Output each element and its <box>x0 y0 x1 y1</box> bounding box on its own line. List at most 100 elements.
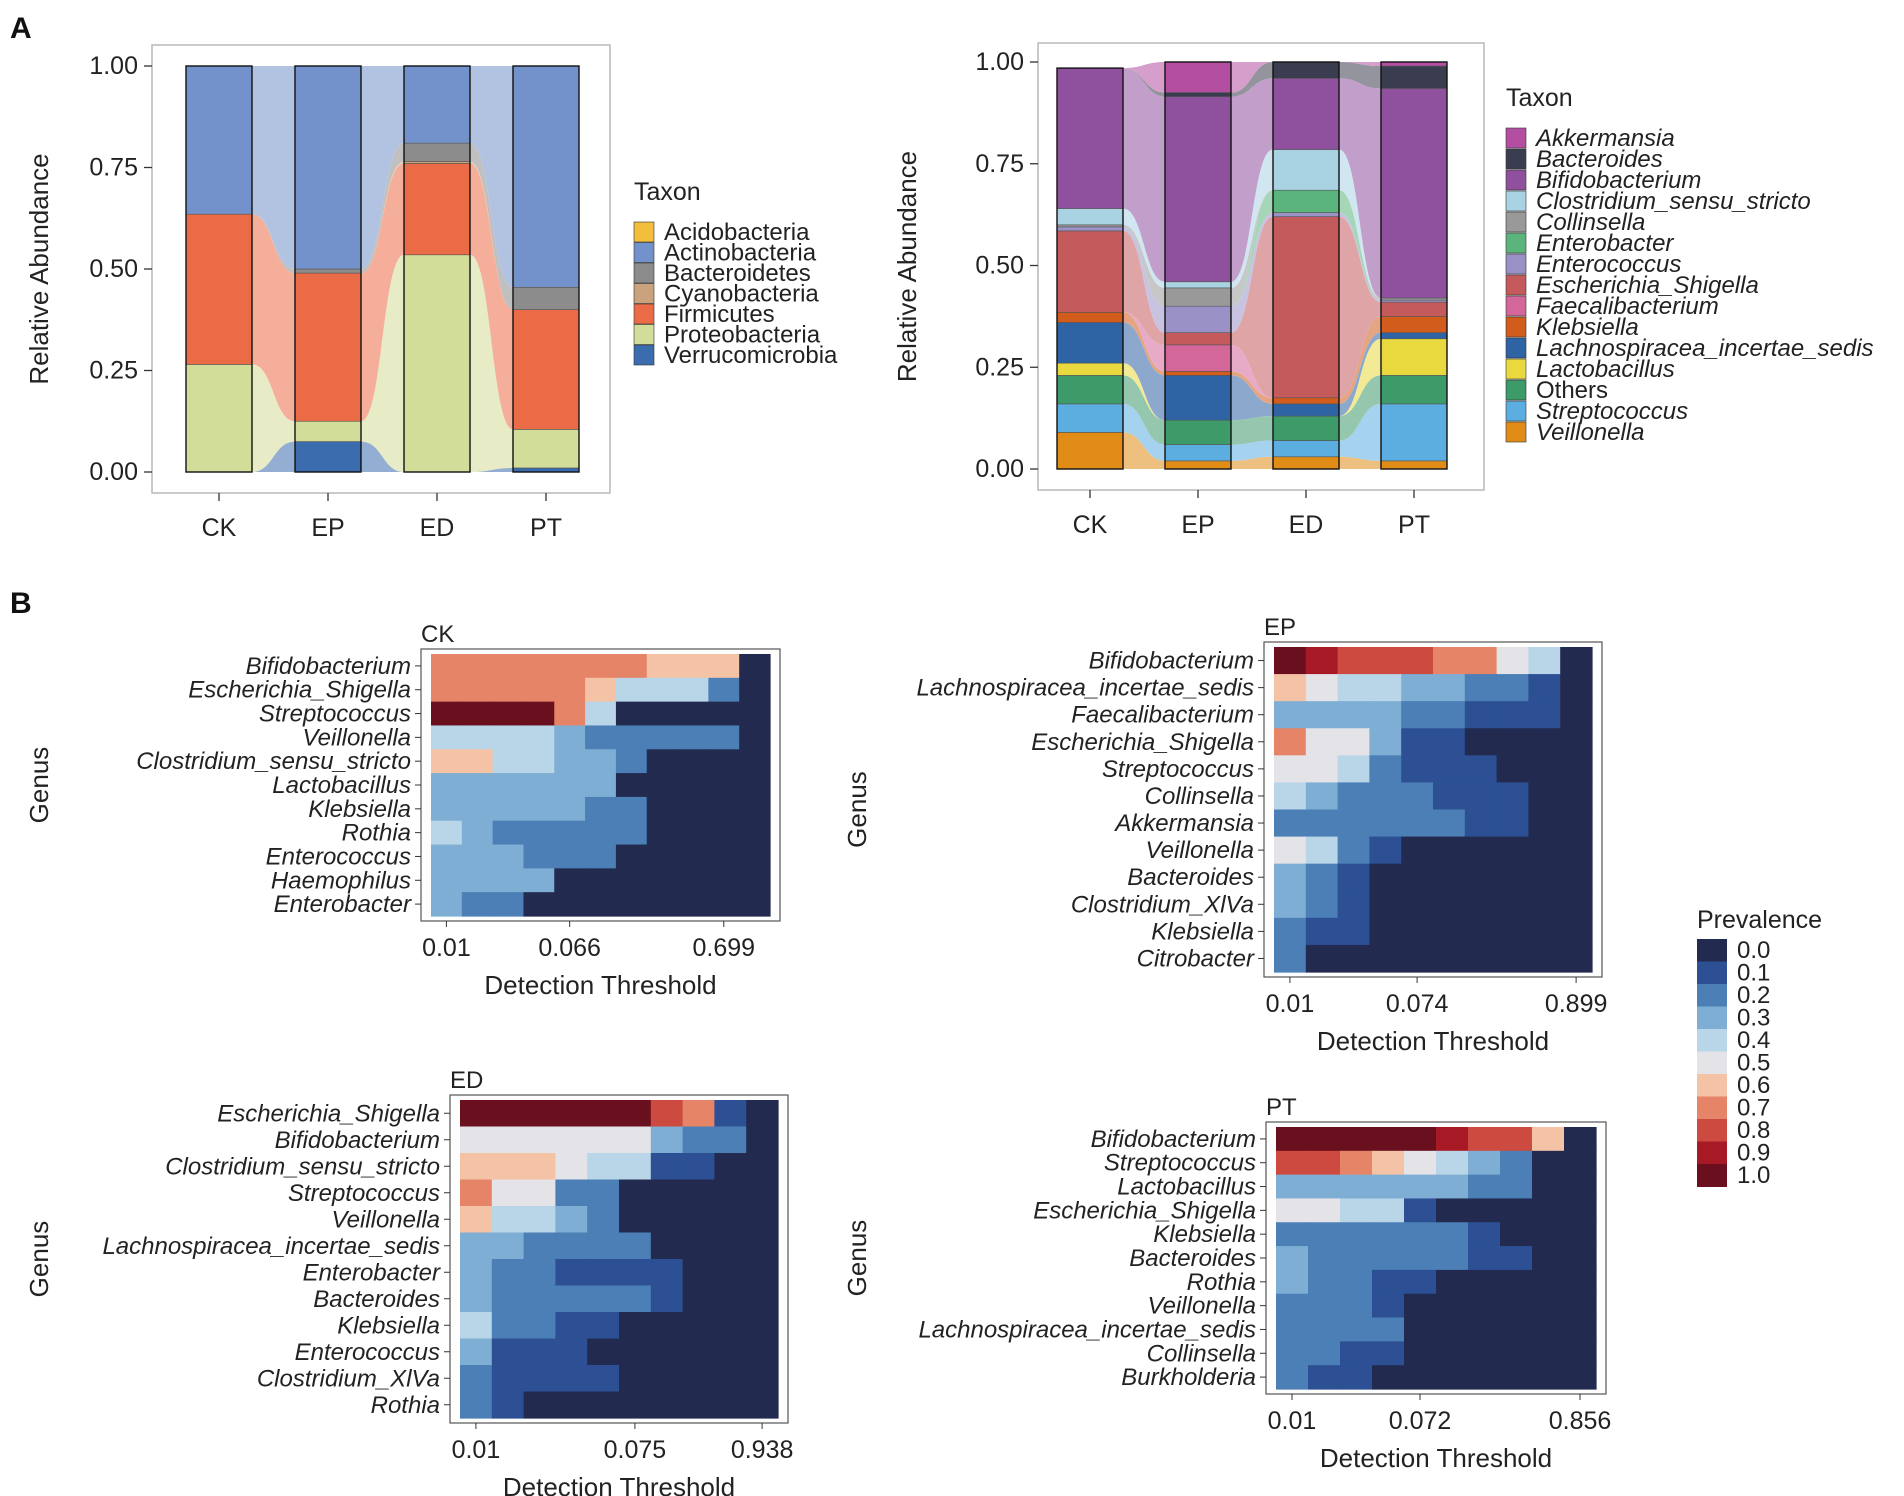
heatmap-cell <box>1305 917 1339 946</box>
heatmap-cell <box>1305 728 1339 756</box>
genus-label: Citrobacter <box>1137 945 1255 972</box>
x-tick-label: 0.066 <box>538 934 601 962</box>
heatmap-cell <box>555 1206 588 1234</box>
heatmap-cell <box>746 1126 779 1154</box>
heatmap-cell <box>739 725 771 750</box>
genus-label: Escherichia_Shigella <box>188 677 411 704</box>
heatmap-cell <box>1340 1222 1373 1247</box>
genus-label: Klebsiella <box>1153 1221 1256 1248</box>
flow-proteobacteria <box>252 364 295 472</box>
legend-key-enterococcus <box>1505 253 1527 275</box>
heatmap-cell <box>1276 1365 1309 1390</box>
flow-klebsiella <box>1231 371 1273 404</box>
x-tick-label: 0.074 <box>1386 990 1449 1018</box>
genus-label: Clostridium_XlVa <box>257 1365 440 1392</box>
heatmap-cell <box>615 677 648 703</box>
heatmap-cell <box>739 844 771 869</box>
heatmap-cell <box>523 820 555 846</box>
x-tick-label: 0.01 <box>452 1436 501 1464</box>
heatmap-cell <box>1560 863 1593 892</box>
heatmap-cell <box>1401 701 1434 729</box>
prevalence-label: 0.8 <box>1737 1117 1770 1144</box>
heatmap-cell <box>677 725 709 750</box>
heatmap-cell <box>555 1312 588 1340</box>
genus-label: Lactobacillus <box>1117 1174 1256 1201</box>
heatmap-cell <box>1337 647 1370 675</box>
heatmap-cell <box>1401 755 1434 784</box>
prevalence-label: 0.1 <box>1737 960 1770 987</box>
heatmap-cell <box>1305 836 1339 865</box>
bar-segment-others <box>1056 375 1124 405</box>
heatmap-cell <box>1308 1269 1341 1295</box>
heatmap-cell <box>615 773 648 798</box>
heatmap-cell <box>585 868 617 893</box>
flow-firmicutes <box>252 214 295 422</box>
heatmap-cell <box>587 1126 620 1154</box>
heatmap-cell <box>1436 1269 1469 1295</box>
heatmap-cell <box>461 725 494 750</box>
legend-label-escherichia-shigella: Escherichia_Shigella <box>1536 272 1759 299</box>
genus-label: Clostridium_sensu_stricto <box>165 1153 440 1180</box>
legend-label-faecalibacterium: Faecalibacterium <box>1536 293 1719 320</box>
heatmap-cell <box>650 1232 684 1260</box>
heatmap-cell <box>1276 1127 1309 1152</box>
heatmap-cell <box>1401 863 1434 892</box>
heatmap-cell <box>1433 755 1466 784</box>
prevalence-swatch <box>1697 1119 1727 1142</box>
heatmap-cell <box>650 1259 684 1287</box>
heatmap-cell <box>461 701 494 727</box>
flow-klebsiella <box>1339 316 1381 404</box>
heatmap-cell <box>1433 863 1466 892</box>
heatmap-cell <box>1564 1341 1597 1366</box>
heatmap-cell <box>1436 1127 1469 1152</box>
stacked-chart-a-left: 0.00 0.25 0.50 0.75 1.00 CK EP ED PT Relative Abu… <box>24 44 838 542</box>
y-axis-title: Genus <box>24 747 54 824</box>
bar-segment-escherichia-shigella <box>1272 216 1340 399</box>
heatmap-cell <box>1274 863 1307 892</box>
bar-segment-veillonella <box>1056 432 1124 470</box>
heatmap-cell <box>1337 701 1370 729</box>
prevalence-label: 0.4 <box>1737 1027 1770 1054</box>
legend-label-bacteroides: Bacteroides <box>1536 146 1663 173</box>
heatmap-cell <box>646 701 679 727</box>
heatmap-cell <box>739 773 771 798</box>
heatmap-cell <box>746 1232 779 1260</box>
heatmap-cell <box>1496 674 1529 702</box>
y-axis-title: Genus <box>842 771 872 848</box>
heatmap-cell <box>646 654 679 679</box>
heatmap-cell <box>461 773 494 798</box>
heatmap-cell <box>1340 1269 1373 1295</box>
bar-segment-bacteroidetes <box>512 286 580 310</box>
heatmap-cell <box>619 1153 652 1181</box>
heatmap-cell <box>492 796 525 822</box>
heatmap-cell <box>1433 809 1466 838</box>
heatmap-cell <box>1468 1293 1501 1319</box>
heatmap-cell <box>1401 782 1434 811</box>
heatmap-cell <box>746 1179 779 1207</box>
heatmap-cell <box>554 701 586 727</box>
heatmap-cell <box>1276 1174 1309 1200</box>
heatmap-cell <box>615 654 648 679</box>
heatmap-cell <box>1528 809 1561 838</box>
heatmap-cell <box>1433 674 1466 702</box>
heatmap-cell <box>460 1100 493 1128</box>
heatmap-title: CK <box>421 621 454 648</box>
heatmap-cell <box>1433 890 1466 919</box>
legend-key-faecalibacterium <box>1505 295 1527 317</box>
flow-others <box>1231 416 1273 445</box>
heatmap-cell <box>746 1312 779 1340</box>
flow-collinsella <box>1339 190 1381 301</box>
heatmap-cell <box>523 844 555 869</box>
heatmap-cell <box>460 1259 493 1287</box>
heatmap-cell <box>1337 674 1370 702</box>
heatmap-cell <box>431 725 463 750</box>
legend-key-bacteroides <box>1505 148 1527 170</box>
heatmap-cell <box>1276 1269 1309 1295</box>
genus-label: Akkermansia <box>1113 810 1254 837</box>
heatmap-cell <box>1369 863 1402 892</box>
heatmap-cell <box>492 701 525 727</box>
y-axis-title: Genus <box>842 1220 872 1297</box>
bar-segment-firmicutes <box>512 309 580 430</box>
legend-key-verrucomicrobia <box>633 344 655 366</box>
heatmap-cell <box>523 1259 556 1287</box>
